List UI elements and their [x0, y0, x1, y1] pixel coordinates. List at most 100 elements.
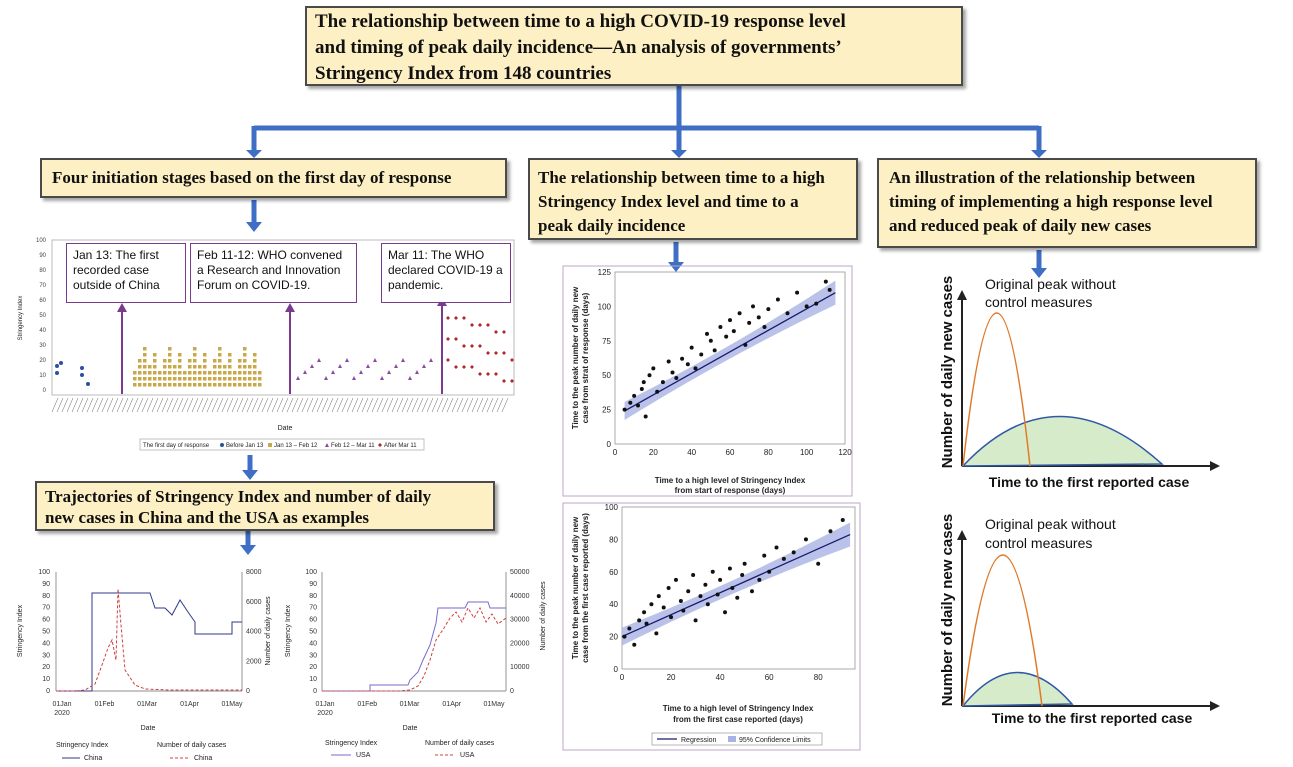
stage-marker-stage2 [138, 377, 142, 381]
scatter2-point [749, 589, 754, 594]
stages-xtick-mark [321, 397, 329, 413]
scatter2-point [828, 529, 833, 534]
scatter2-point [681, 608, 686, 613]
stages-xtick-mark [106, 397, 114, 413]
stage-marker-stage3 [408, 376, 412, 380]
china-y2tick-label: 8000 [246, 569, 262, 576]
usa-y2tick-label: 50000 [510, 569, 530, 576]
stage-marker-stage3 [373, 358, 377, 362]
stages-ytick-label: 70 [39, 283, 46, 289]
usa-ytick-label: 10 [309, 676, 317, 683]
stage-marker-stage4 [462, 344, 466, 348]
stages-xtick-mark [356, 397, 364, 413]
stages-xtick-mark [221, 397, 229, 413]
stage-marker-stage4 [470, 344, 474, 348]
scatter1-point [670, 370, 675, 375]
relationship-line-3: peak daily incidence [538, 216, 686, 235]
scatter2-point [781, 556, 786, 561]
scatter1-point [680, 356, 685, 361]
scatter1-ytick-label: 75 [602, 337, 611, 346]
scatter2-point [774, 545, 779, 550]
scatter1-xlabel-2: from start of response (days) [675, 486, 786, 495]
stage-marker-stage2 [218, 383, 222, 387]
china-y2tick-label: 0 [246, 688, 250, 695]
scatter1-point [724, 334, 729, 339]
stage-marker-stage2 [143, 365, 147, 369]
stage-marker-stage2 [193, 359, 197, 363]
stage-marker-stage2 [153, 353, 157, 357]
stage-marker-stage2 [238, 359, 242, 363]
usa-cases-line [322, 606, 507, 692]
china-xtick-label: 2020 [54, 710, 70, 717]
stage-marker-stage2 [258, 377, 262, 381]
stages-xtick-mark [76, 397, 84, 413]
usa-xtick-label: 2020 [317, 710, 333, 717]
scatter2-point [678, 598, 683, 603]
scatter1-chart: 0 20 40 60 80 100 120 0 25 50 75 100 125 Time to a … [562, 265, 853, 497]
scatter2-point [642, 610, 647, 615]
stage-marker-stage2 [253, 365, 257, 369]
stages-xtick-mark [306, 397, 314, 413]
stage-marker-stage2 [193, 377, 197, 381]
stage-marker-stage2 [213, 371, 217, 375]
scatter1-point [655, 389, 660, 394]
stage-marker-stage2 [168, 359, 172, 363]
scatter2-point [691, 573, 696, 578]
stage-marker-stage2 [143, 377, 147, 381]
stage-marker-stage3 [394, 364, 398, 368]
usa-ytick-label: 20 [309, 664, 317, 671]
stage-marker-stage4 [510, 379, 514, 383]
stage-marker-stage4 [470, 323, 474, 327]
stage-marker-stage3 [380, 376, 384, 380]
title-line-3: Stringency Index from 148 countries [315, 63, 612, 84]
scatter2-point [757, 577, 762, 582]
stage-marker-stage3 [422, 364, 426, 368]
stages-xtick-mark [311, 397, 319, 413]
usa-legend-si-title: Stringency Index [325, 740, 378, 747]
scatter1-ylabel-2: case from strat of response (days) [581, 292, 590, 423]
scatter1-frame [562, 265, 853, 497]
stage-marker-stage2 [218, 353, 222, 357]
stage-marker-stage2 [218, 359, 222, 363]
scatter1-point [743, 342, 748, 347]
scatter1-ytick-label: 100 [598, 302, 612, 311]
stages-xtick-mark [436, 397, 444, 413]
stage-marker-stage4 [486, 323, 490, 327]
scatter1-point [622, 407, 627, 412]
trajectories-box: Trajectories of Stringency Index and num… [35, 481, 495, 531]
stages-ytick-label: 50 [39, 313, 46, 319]
stage-marker-before [80, 366, 84, 370]
stage-marker-stage2 [223, 371, 227, 375]
scatter1-point [636, 403, 640, 408]
stage-marker-stage2 [168, 383, 172, 387]
illustration-top: Original peak without control measures N… [939, 276, 1220, 490]
stages-xtick-mark [196, 397, 204, 413]
china-xtick-label: 01May [221, 701, 243, 708]
stage-marker-stage2 [208, 371, 212, 375]
stages-xtick-mark [261, 397, 269, 413]
stages-xlabel: Date [278, 425, 293, 432]
stages-xtick-mark [61, 397, 69, 413]
stages-xtick-mark [81, 397, 89, 413]
illustration-top-note-1: Original peak without [985, 276, 1116, 292]
china-y2label: Number of daily cases [265, 596, 272, 666]
stages-xtick-mark [271, 397, 279, 413]
stages-xtick-mark [151, 397, 159, 413]
scatter1-point [647, 373, 652, 378]
legend-item-stage3: Feb 12 – Mar 11 [331, 443, 375, 449]
stage-marker-stage2 [163, 365, 167, 369]
scatter2-point [727, 566, 732, 571]
stage-marker-stage2 [158, 377, 162, 381]
illustration-bottom-note-2: control measures [985, 535, 1092, 551]
usa-ytick-label: 0 [313, 688, 317, 695]
stage-marker-stage2 [238, 377, 242, 381]
stages-xtick-mark [496, 397, 504, 413]
stages-xtick-mark [381, 397, 389, 413]
usa-legend-cases-item: USA [460, 752, 475, 759]
stage-marker-stage2 [153, 359, 157, 363]
stage-marker-stage3 [296, 376, 300, 380]
scatter1-ytick-label: 125 [598, 268, 612, 277]
stages-xtick-mark [201, 397, 209, 413]
legend-item-stage4: After Mar 11 [384, 443, 417, 449]
